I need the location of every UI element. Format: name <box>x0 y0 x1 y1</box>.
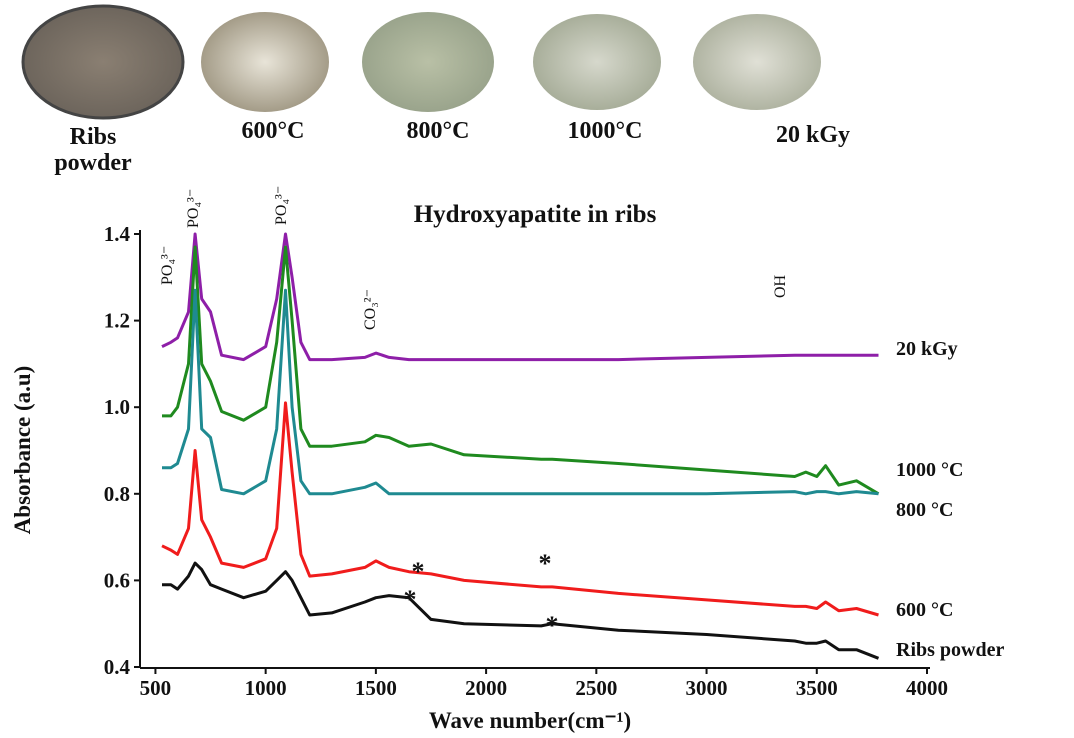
x-tick-label: 500 <box>140 676 172 700</box>
series-line <box>162 403 879 615</box>
series-label: Ribs powder <box>896 639 1004 661</box>
y-axis-title: Absorbance (a.u) <box>10 366 35 535</box>
photo-label: 1000°C <box>550 118 660 144</box>
series-label: 800 °C <box>896 499 953 521</box>
annotation: PO₄³⁻ <box>273 186 290 225</box>
chart-title: Hydroxyapatite in ribs <box>414 201 657 228</box>
x-tick-label: 1000 <box>245 676 287 700</box>
photo <box>23 6 183 118</box>
y-tick-label: 0.8 <box>104 482 130 506</box>
series-label: 20 kGy <box>896 338 958 360</box>
photo <box>362 12 494 112</box>
series-label: 1000 °C <box>896 459 963 481</box>
photo <box>693 14 821 110</box>
photo-label: 20 kGy <box>758 122 868 148</box>
x-tick-label: 4000 <box>906 676 948 700</box>
photo <box>201 12 329 112</box>
series-line <box>162 563 879 658</box>
annotation: * <box>539 549 552 578</box>
x-tick-label: 3000 <box>686 676 728 700</box>
annotation: CO₃²⁻ <box>362 289 379 330</box>
photo-label: 800°C <box>383 118 493 144</box>
photo-label: 600°C <box>218 118 328 144</box>
x-tick-label: 2000 <box>465 676 507 700</box>
photos <box>23 6 821 118</box>
y-tick-label: 1.2 <box>104 309 130 333</box>
y-tick-label: 1.4 <box>104 222 131 246</box>
page: Hydroxyapatite in ribs Wave number(cm⁻¹)… <box>0 0 1074 738</box>
x-tick-label: 2500 <box>575 676 617 700</box>
y-tick-label: 0.4 <box>104 655 131 679</box>
y-tick-label: 1.0 <box>104 395 130 419</box>
annotation: * <box>404 585 417 614</box>
x-axis-title: Wave number(cm⁻¹) <box>429 708 631 733</box>
chart: Hydroxyapatite in ribs Wave number(cm⁻¹)… <box>0 0 1074 738</box>
photo-label: Ribs powder <box>48 124 138 176</box>
photo <box>533 14 661 110</box>
series-label: 600 °C <box>896 599 953 621</box>
annotation: * <box>412 557 425 586</box>
annotation: OH <box>772 274 789 298</box>
x-tick-label: 1500 <box>355 676 397 700</box>
annotation: * <box>546 611 559 640</box>
y-tick-label: 0.6 <box>104 568 130 592</box>
x-tick-label: 3500 <box>796 676 838 700</box>
annotation: PO₄³⁻ <box>185 189 202 228</box>
annotation: PO₄³⁻ <box>159 246 176 285</box>
